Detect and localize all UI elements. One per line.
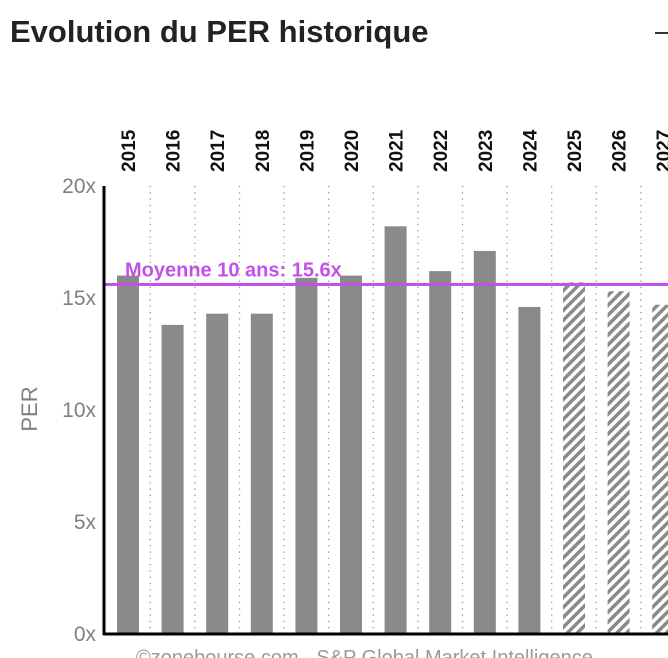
x-tick-label: 2026 <box>610 130 631 172</box>
axes <box>102 186 668 636</box>
x-tick-label: 2017 <box>208 130 229 172</box>
y-axis-label: PER <box>17 386 42 431</box>
chart-title: Evolution du PER historique <box>10 14 429 49</box>
estimate-bar <box>563 282 585 634</box>
x-tick-label: 2025 <box>565 129 586 172</box>
bar <box>340 275 362 634</box>
bar <box>161 324 184 634</box>
bar <box>117 275 139 634</box>
x-tick-label: 2027 <box>654 130 668 172</box>
bar <box>518 306 541 634</box>
y-tick-label: 5x <box>74 511 97 534</box>
y-tick-label: 20x <box>62 175 96 198</box>
y-tick-labels: 0x 5x 10x 15x 20x <box>62 175 96 646</box>
average-label: Moyenne 10 ans: 15.6x <box>125 260 342 282</box>
bar <box>429 271 452 634</box>
x-tick-label: 2016 <box>164 130 185 172</box>
x-tick-labels: 2015 2016 2017 2018 2019 2020 2021 2022 2023 2024… <box>119 129 668 172</box>
average-reference: Moyenne 10 ans: 15.6x <box>104 260 668 287</box>
estimate-bar <box>652 304 668 634</box>
bar <box>473 250 496 634</box>
x-tick-label: 2019 <box>297 130 318 172</box>
x-tick-label: 2018 <box>253 130 274 172</box>
bars <box>117 226 668 634</box>
source-credit: ©zonebourse.com - S&P Global Market Inte… <box>136 647 593 658</box>
bar <box>295 277 318 634</box>
bar <box>250 313 273 634</box>
x-tick-label: 2023 <box>476 130 497 172</box>
bar <box>384 226 407 634</box>
x-tick-label: 2022 <box>431 130 452 172</box>
x-tick-label: 2020 <box>342 130 363 172</box>
y-tick-label: 10x <box>62 399 96 422</box>
x-tick-label: 2024 <box>520 129 541 172</box>
x-tick-label: 2021 <box>387 129 408 172</box>
line-legend-icon[interactable] <box>655 32 668 34</box>
x-tick-label: 2015 <box>119 129 140 172</box>
y-tick-label: 0x <box>74 623 97 646</box>
estimate-bar <box>607 291 630 634</box>
bar <box>206 313 229 634</box>
y-tick-label: 15x <box>62 287 96 310</box>
